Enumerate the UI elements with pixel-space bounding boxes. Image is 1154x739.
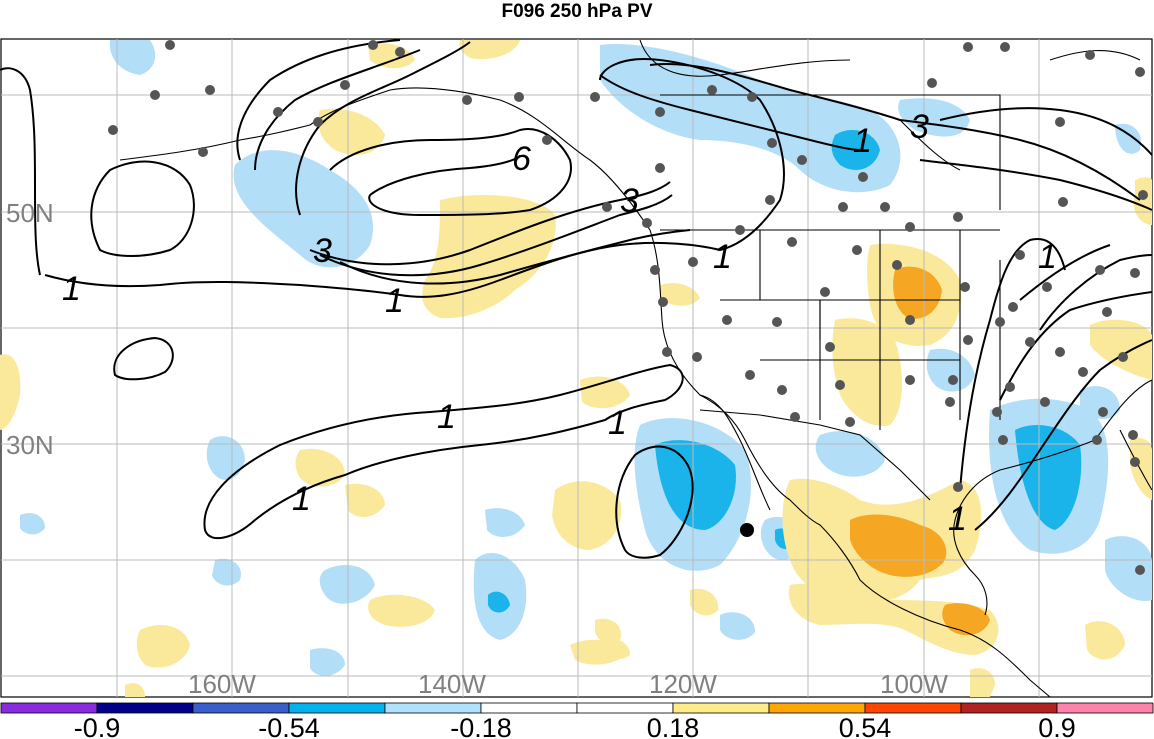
map-frame — [0, 38, 1153, 698]
contour-label: 1 — [437, 398, 456, 436]
contour-label-group: 6 3 3 3 1 1 1 1 1 1 1 1 1 — [62, 108, 1057, 538]
colorbar-segment — [960, 702, 1058, 714]
map-title: F096 250 hPa PV — [501, 1, 653, 22]
contour-label: 1 — [608, 404, 627, 442]
colorbar-tick-label: -0.54 — [258, 713, 320, 739]
marker-dot — [740, 523, 754, 537]
colorbar-segment — [576, 702, 674, 714]
colorbar-tick-label: 0.9 — [1038, 713, 1076, 739]
lon-label-160w: 160W — [188, 669, 256, 699]
contour-label: 3 — [313, 232, 332, 270]
colorbar-tick-label: -0.9 — [74, 713, 121, 739]
colorbar-segment — [384, 702, 482, 714]
contour-label: 1 — [713, 238, 732, 276]
lon-label-140w: 140W — [418, 669, 486, 699]
colorbar-segment — [1056, 702, 1154, 714]
colorbar-tick-label: 0.18 — [647, 713, 700, 739]
contour-label: 1 — [853, 122, 872, 160]
colorbar-tick-label: 0.54 — [839, 713, 892, 739]
colorbar-segment — [96, 702, 194, 714]
colorbar — [0, 702, 1154, 714]
contour-label: 1 — [385, 282, 404, 320]
contour-label: 6 — [512, 140, 531, 178]
colorbar-segment — [768, 702, 866, 714]
colorbar-tick-label: -0.18 — [450, 713, 512, 739]
colorbar-segment — [672, 702, 770, 714]
colorbar-segment — [864, 702, 962, 714]
pv-shading — [0, 40, 1152, 697]
lon-label-100w: 100W — [880, 669, 948, 699]
contour-label: 1 — [948, 500, 967, 538]
colorbar-segment — [480, 702, 578, 714]
colorbar-segment — [288, 702, 386, 714]
contour-label: 1 — [1038, 238, 1057, 276]
lat-label-50n: 50N — [6, 198, 54, 228]
contour-label: 1 — [292, 480, 311, 518]
contour-label: 3 — [910, 108, 929, 146]
station-dots — [108, 40, 1148, 575]
pv-contours — [0, 39, 1153, 559]
colorbar-segment — [192, 702, 290, 714]
colorbar-segment — [0, 702, 98, 714]
contour-label: 3 — [620, 182, 639, 220]
lon-label-120w: 120W — [649, 669, 717, 699]
lat-label-30n: 30N — [6, 430, 54, 460]
contour-label: 1 — [62, 270, 81, 308]
